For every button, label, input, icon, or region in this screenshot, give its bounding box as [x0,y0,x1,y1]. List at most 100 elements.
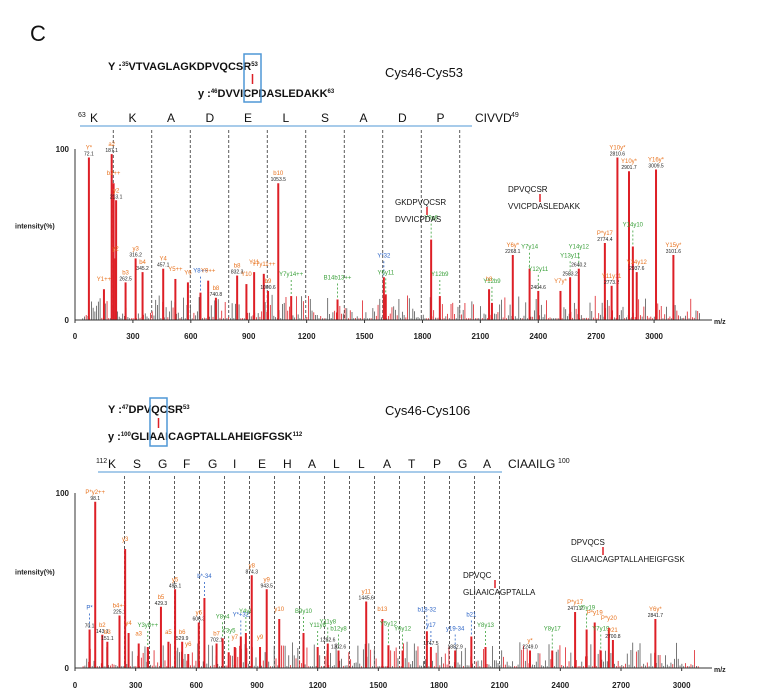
x-tick-label: 900 [250,681,264,690]
x-tick-label: 2400 [551,681,569,690]
ladder-residue: G [158,457,167,471]
x-tick-label: 1200 [309,681,327,690]
peak-value: 1000.6 [260,285,276,291]
ladder-residue: G [458,457,467,471]
x-tick-label: 600 [190,681,204,690]
x-axis-label: m/z [714,667,726,674]
peak-label: Y6y12 [394,627,412,633]
peak-label: Y10y* [609,146,626,152]
peak-label: Y8y13 [477,623,495,629]
peak-value: 2841.7 [648,613,664,619]
peak-label: Y11y11 [602,274,622,280]
peak-value: 495.1 [169,583,182,589]
peak-label: b10 [273,171,284,177]
peak-label: b21 [466,613,477,619]
x-tick-label: 2100 [491,681,509,690]
peak-value: 1882.9 [448,645,464,651]
peak-label: Y8++ [193,269,208,275]
peak-label: b18-32 [418,607,437,613]
x-tick-label: 0 [73,332,78,341]
x-tick-label: 900 [242,332,256,341]
ladder-residue: A [383,457,391,471]
ladder-residue: S [321,111,329,125]
peak-value: 606.3 [193,617,206,623]
peak-value: 429.3 [155,601,168,607]
peak-label: y3 [122,537,129,543]
peak-label: y* [527,639,533,645]
peptide-Y-prefix: Y : [108,404,122,416]
peak-label: Y12b9 [483,279,501,285]
ladder-residue: I [233,457,236,471]
peak-label: y9 [264,577,271,583]
peak-label: Y11y8 [309,623,326,629]
peak-label: a5 [165,630,172,636]
panel-letter: C [30,21,46,46]
peak-label: y7 [232,635,239,641]
ladder-residue: A [308,457,316,471]
peak-value: 943.5 [260,583,273,589]
peak-value: 740.8 [210,292,223,298]
peak-label: B9y10 [295,609,313,615]
y-tick-label: 0 [65,664,70,673]
peptide-Y-sequence: DPVQCSR [129,404,183,416]
peak-value: 213.1 [110,194,123,200]
peak-value: 1282.6 [320,638,336,644]
ladder-residue: G [208,457,217,471]
peptide-y-end: 63 [328,89,335,95]
ladder-residue: K [108,457,116,471]
peak-value: 2810.6 [610,152,626,158]
peak-label: Y*+32 [233,613,250,619]
peak-label: Y12b9 [431,272,449,278]
peak-label: b7 [213,632,220,638]
peak-label: Y5y19 [578,606,596,612]
ladder-residue: K [129,111,137,125]
peak-value: 874.3 [245,569,258,575]
peak-label: Y16y* [648,158,665,164]
ladder-residue: CIVVD [475,111,512,125]
peptide-y-end: 112 [293,432,303,438]
peak-label: Y6y11 [377,270,394,276]
ladder-residue: P [433,457,441,471]
peak-label: P*y17 [567,600,584,606]
ladder-residue: A [483,457,491,471]
peptide-y-prefix: y : [108,431,121,443]
ladder-residue: E [258,457,266,471]
peak-label: Y9++ [201,269,216,275]
peak-label: B14b13++ [324,275,352,281]
x-tick-label: 2700 [587,332,605,341]
peak-label: y11 [362,590,372,596]
ladder-start: 112 [96,458,107,465]
peptide-y-sequence: DVVICPDASLEDAKK [218,88,328,100]
peak-label: P*y17 [597,231,614,237]
peak-label: b5 [158,595,165,601]
peak-label: y9 [257,635,264,641]
peak-value: 1747.5 [423,641,439,647]
peak-value: 1445.6 [359,596,375,602]
ladder-residue: A [167,111,175,125]
peak-label: Y7y19 [592,627,610,633]
y-tick-label: 100 [56,145,70,154]
peak-label: y19-34 [446,627,465,633]
peak-label: y8 [249,563,256,569]
ladder-residue: S [133,457,141,471]
peak-value: 1053.5 [271,177,287,183]
fragment-inset-line: DPVQCSR [508,185,548,194]
peak-value: 98.1 [90,496,100,502]
y-tick-label: 100 [56,489,70,498]
peak-label: Y8y17 [544,627,562,633]
peak-value: 345.2 [136,266,149,272]
peak-label: Y5++ [168,267,183,273]
peak-label: P*y2++ [85,490,105,496]
ladder-residue: K [90,111,98,125]
x-tick-label: 3000 [673,681,691,690]
x-tick-label: 3000 [645,332,663,341]
peak-label: b6 [179,630,186,636]
x-tick-label: 1500 [356,332,374,341]
peak-value: 2937.6 [629,266,645,272]
fragment-inset-line: VVICPDASLEDAKK [508,202,581,211]
peak-value: 316.2 [129,252,142,258]
peak-label: y3 [132,246,139,252]
peptide-y-start: 100 [121,432,132,438]
